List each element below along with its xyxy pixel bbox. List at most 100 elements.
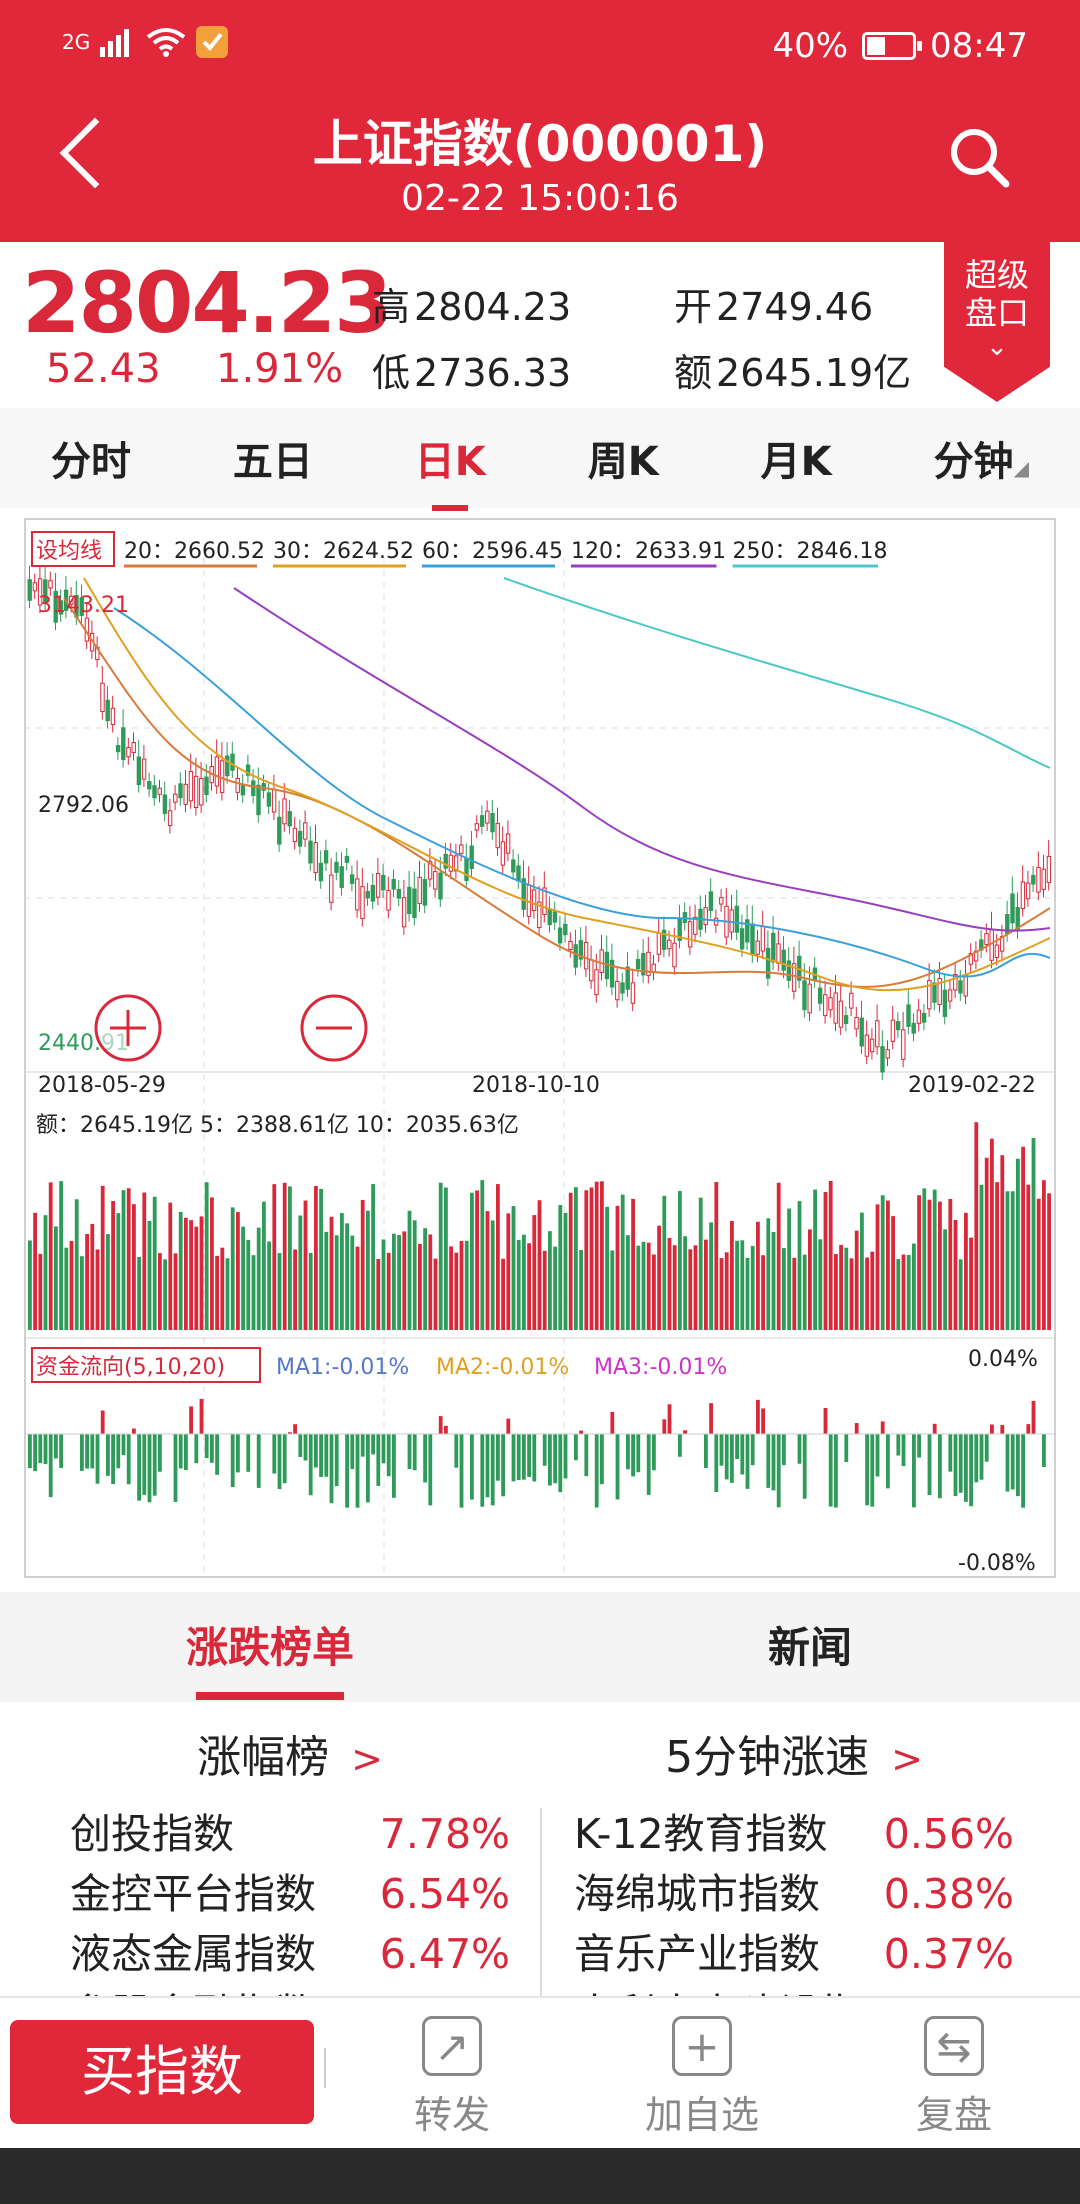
share-button[interactable]: ↗ 转发 [372, 2016, 532, 2139]
volume-bar [470, 1192, 474, 1330]
candle-body [365, 890, 370, 899]
flow-bar-negative [631, 1434, 635, 1477]
volume-bar [142, 1192, 147, 1330]
volume-bar [464, 1240, 469, 1330]
flow-bottom-label: -0.08% [958, 1551, 1036, 1576]
flow-bar-negative [834, 1434, 838, 1508]
candle-body [69, 595, 74, 605]
chevron-down-icon: ⌄ [986, 332, 1008, 362]
list-item[interactable]: 金控平台指数 6.54% [70, 1870, 510, 1918]
candle-body [833, 992, 838, 1024]
volume-bar [761, 1255, 765, 1330]
candle-body [485, 810, 490, 824]
list-item[interactable]: 创投指数 7.78% [70, 1810, 510, 1858]
candle-body [245, 764, 251, 776]
flow-bar-negative [173, 1434, 178, 1502]
volume-bar [964, 1212, 968, 1330]
candle-body [750, 923, 755, 956]
candle-body [308, 840, 313, 864]
volume-bar [506, 1213, 511, 1330]
tab-intraday[interactable]: 分时 [50, 439, 131, 485]
tab-rankings[interactable]: 涨跌榜单 [0, 1596, 540, 1700]
list-item[interactable]: 液态金属指数 6.47% [70, 1930, 510, 1978]
buy-index-button[interactable]: 买指数 [10, 2020, 314, 2124]
candle-body [646, 951, 651, 976]
ma-legend-0: 20：2660.52 [124, 539, 265, 564]
candle-body [27, 579, 32, 601]
candle-body [719, 897, 724, 905]
volume-bar [558, 1205, 563, 1330]
list-item[interactable]: K-12教育指数 0.56% [574, 1810, 1014, 1858]
flow-bar-negative [376, 1434, 381, 1486]
ma-settings-button[interactable] [31, 531, 115, 567]
candle-body [869, 1038, 875, 1053]
tab-weekly-k[interactable]: 周K [587, 439, 659, 485]
flow-bar-negative [740, 1434, 745, 1475]
flow-bar-negative [626, 1434, 630, 1470]
volume-bar [106, 1234, 110, 1330]
speed-header[interactable]: 5分钟涨速 > [665, 1732, 923, 1783]
candle-body [921, 1012, 927, 1023]
ma120-line [233, 587, 1051, 932]
tab-news[interactable]: 新闻 [767, 1623, 852, 1672]
candle-body [355, 878, 360, 911]
candle-body [791, 963, 797, 992]
stat-low: 低 2736.33 [372, 351, 572, 395]
volume-bar [236, 1212, 240, 1330]
volume-bar [995, 1182, 999, 1330]
review-button[interactable]: ⇆ 复盘 [874, 2016, 1034, 2139]
tab-five-day[interactable]: 五日 [232, 439, 313, 485]
status-right: 40% 08:47 [772, 26, 1028, 66]
list-item[interactable]: 海绵城市指数 0.38% [574, 1870, 1014, 1918]
super-panel-button[interactable]: 超级 盘口 ⌄ [944, 242, 1050, 402]
tab-monthly-k[interactable]: 月K [760, 439, 832, 485]
volume-bar [423, 1228, 427, 1330]
flow-bar-positive [438, 1416, 443, 1434]
volume-bar [901, 1254, 906, 1330]
tab-daily-k[interactable]: 日K [405, 429, 496, 511]
flow-bar-positive [610, 1411, 615, 1434]
flow-bar-negative [48, 1434, 53, 1498]
add-watchlist-button[interactable]: + 加自选 [622, 2016, 782, 2139]
volume-bar [126, 1188, 131, 1330]
volume-bar [137, 1257, 141, 1330]
candle-body [495, 822, 500, 849]
tab-minute[interactable]: 分钟◢ [933, 439, 1029, 485]
flow-bar-positive [1000, 1425, 1005, 1434]
volume-bar [246, 1239, 251, 1330]
candle-body [708, 891, 714, 912]
kline-chart[interactable]: 设均线 20：2660.52 30：2624.52 60：2596.45 120：26… [24, 518, 1056, 1578]
flow-bar-positive [100, 1410, 105, 1434]
gainers-header[interactable]: 涨幅榜 > [197, 1732, 383, 1783]
candle-body [578, 940, 584, 960]
flow-bar-positive [199, 1398, 204, 1434]
flow-bar-negative [527, 1434, 531, 1477]
volume-bar [204, 1182, 209, 1330]
flow-bar-negative [381, 1434, 386, 1464]
fund-flow-button[interactable] [31, 1347, 261, 1383]
flow-bar-negative [194, 1434, 199, 1464]
volume-bar [797, 1201, 802, 1330]
flow-bar-positive [932, 1423, 937, 1434]
volume-bar [709, 1222, 713, 1330]
volume-bar [95, 1249, 100, 1330]
system-nav-bar [0, 2148, 1080, 2204]
candle-body [115, 745, 121, 753]
candle-body [37, 578, 43, 606]
volume-bar [906, 1254, 911, 1330]
volume-bar [220, 1247, 225, 1330]
flow-bar-negative [490, 1434, 495, 1506]
volume-bar [85, 1234, 89, 1330]
volume-bar [657, 1225, 661, 1330]
y-high-label: 3143.21 [38, 593, 129, 618]
candle-body [557, 927, 563, 944]
volume-bar [875, 1204, 880, 1330]
volume-bar [693, 1245, 698, 1330]
date-mid: 2018-10-10 [472, 1073, 600, 1098]
volume-bar [912, 1243, 916, 1330]
candle-body [901, 1029, 906, 1060]
list-item[interactable]: 音乐产业指数 0.37% [574, 1930, 1014, 1978]
search-icon[interactable] [948, 126, 1010, 188]
ma-legend-4: 250：2846.18 [733, 539, 888, 564]
candle-body [615, 980, 620, 1001]
